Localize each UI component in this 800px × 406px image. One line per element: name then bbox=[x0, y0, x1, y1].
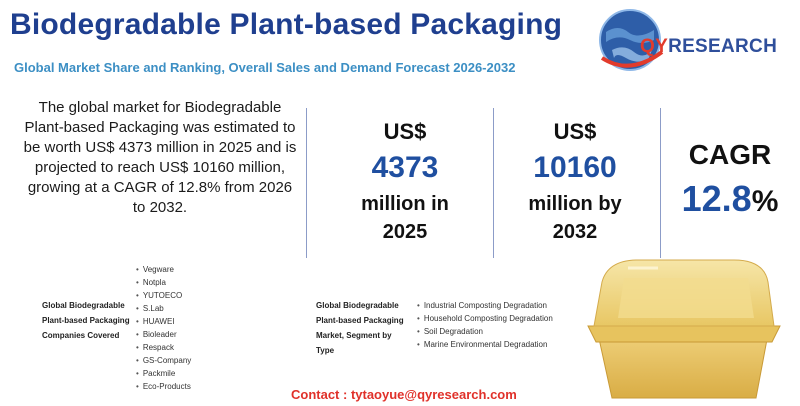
segments-label-line: Global Biodegradable bbox=[316, 301, 399, 310]
stat-2025-value: 4373 bbox=[371, 151, 439, 184]
stat-2025-sub2: 2025 bbox=[382, 221, 428, 243]
list-item: Household Composting Degradation bbox=[417, 312, 553, 325]
divider bbox=[660, 108, 661, 258]
qyresearch-logo bbox=[599, 9, 664, 71]
cagr-value: 12.8% bbox=[662, 175, 798, 226]
packaging-container-image bbox=[587, 259, 781, 399]
divider bbox=[493, 108, 494, 258]
logo-text: QYRESEARCH bbox=[640, 36, 777, 58]
stat-2032-sub2: 2032 bbox=[552, 221, 598, 243]
stat-2032: US$ 10160 million by 2032 bbox=[500, 118, 650, 246]
cagr-label: CAGR bbox=[688, 139, 772, 170]
segments-label-line: Type bbox=[316, 346, 335, 355]
list-item: HUAWEI bbox=[136, 315, 191, 328]
companies-label-line: Companies Covered bbox=[42, 331, 120, 340]
list-item: Bioleader bbox=[136, 328, 191, 341]
stat-2032-sub1: million by bbox=[528, 193, 622, 215]
segments-label-line: Plant-based Packaging bbox=[316, 316, 404, 325]
companies-list: Vegware Notpla YUTOECO S.Lab HUAWEI Biol… bbox=[136, 263, 191, 393]
list-item: S.Lab bbox=[136, 302, 191, 315]
segments-label: Global Biodegradable Plant-based Packagi… bbox=[316, 298, 404, 358]
list-item: Notpla bbox=[136, 276, 191, 289]
stat-cagr: CAGR 12.8% bbox=[662, 135, 798, 226]
list-item: Industrial Composting Degradation bbox=[417, 299, 553, 312]
stat-2032-value: 10160 bbox=[533, 151, 617, 184]
list-item: Respack bbox=[136, 341, 191, 354]
stat-2025-label: US$ bbox=[383, 119, 427, 144]
stat-2025: US$ 4373 million in 2025 bbox=[330, 118, 480, 246]
cagr-unit: % bbox=[751, 185, 779, 218]
list-item: Soil Degradation bbox=[417, 325, 553, 338]
page-subtitle: Global Market Share and Ranking, Overall… bbox=[14, 60, 516, 75]
divider bbox=[306, 108, 307, 258]
page-title: Biodegradable Plant-based Packaging bbox=[10, 8, 563, 41]
list-item: Packmile bbox=[136, 367, 191, 380]
list-item: Vegware bbox=[136, 263, 191, 276]
companies-label-line: Global Biodegradable bbox=[42, 301, 125, 310]
stat-2025-sub1: million in bbox=[361, 193, 449, 215]
list-item: GS-Company bbox=[136, 354, 191, 367]
list-item: YUTOECO bbox=[136, 289, 191, 302]
cagr-number: 12.8 bbox=[681, 178, 752, 219]
segments-list: Industrial Composting Degradation Househ… bbox=[417, 299, 553, 351]
market-summary: The global market for Biodegradable Plan… bbox=[23, 99, 297, 216]
stat-2032-label: US$ bbox=[553, 119, 597, 144]
list-item: Marine Environmental Degradation bbox=[417, 338, 553, 351]
logo-text-qy: QY bbox=[640, 36, 669, 57]
companies-label-line: Plant-based Packaging bbox=[42, 316, 130, 325]
companies-label: Global Biodegradable Plant-based Packagi… bbox=[42, 298, 130, 343]
contact-info: Contact : tytaoyue@qyresearch.com bbox=[291, 387, 517, 402]
segments-label-line: Market, Segment by bbox=[316, 331, 392, 340]
logo-text-research: RESEARCH bbox=[668, 36, 778, 57]
list-item: Eco-Products bbox=[136, 380, 191, 393]
